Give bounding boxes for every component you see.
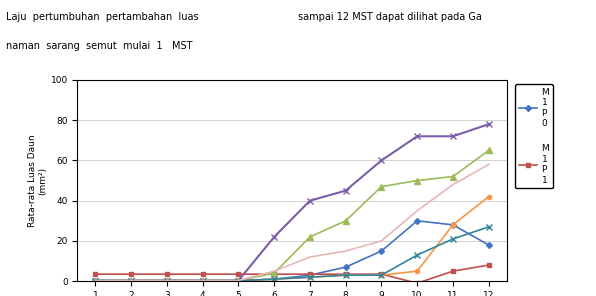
M
1
P
0	[199, 279, 206, 282]
M
1
P
0	[235, 279, 242, 282]
M
1
P
0	[128, 279, 135, 282]
M
1
P
1	[235, 272, 242, 276]
M
1
P
0	[163, 279, 170, 282]
M
1
P
0	[378, 249, 385, 253]
M
1
P
0	[92, 279, 99, 282]
M
1
P
0	[414, 219, 421, 223]
M
1
P
1	[199, 272, 206, 276]
M
1
P
1	[414, 281, 421, 285]
M
1
P
1	[378, 272, 385, 276]
Line: M
1
P
1: M 1 P 1	[94, 263, 491, 285]
M
1
P
1	[306, 272, 313, 276]
M
1
P
1	[342, 272, 349, 276]
Legend: M
1
P
0, M
1
P
1: M 1 P 0, M 1 P 1	[516, 84, 553, 188]
M
1
P
0	[306, 274, 313, 277]
M
1
P
0	[271, 277, 278, 281]
M
1
P
0	[449, 223, 457, 227]
M
1
P
0	[342, 265, 349, 269]
Text: Laju  pertumbuhan  pertambahan  luas: Laju pertumbuhan pertambahan luas	[6, 12, 198, 22]
Y-axis label: Rata-rata Luas Daun
(mm²): Rata-rata Luas Daun (mm²)	[29, 134, 48, 227]
M
1
P
1	[92, 272, 99, 276]
Text: naman  sarang  semut  mulai  1   MST: naman sarang semut mulai 1 MST	[6, 41, 193, 52]
M
1
P
1	[128, 272, 135, 276]
Line: M
1
P
0: M 1 P 0	[94, 219, 491, 283]
M
1
P
1	[163, 272, 170, 276]
M
1
P
1	[271, 272, 278, 276]
M
1
P
0	[485, 243, 492, 247]
M
1
P
1	[485, 263, 492, 267]
Text: sampai 12 MST dapat dilihat pada Ga: sampai 12 MST dapat dilihat pada Ga	[298, 12, 482, 22]
M
1
P
1	[449, 269, 457, 273]
